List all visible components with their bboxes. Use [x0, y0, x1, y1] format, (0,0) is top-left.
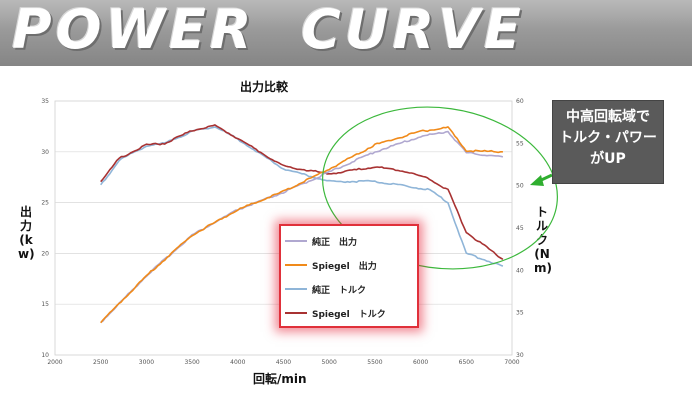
y-right-tick-label: 50 — [516, 183, 524, 190]
callout-line: がUP — [590, 151, 626, 167]
x-tick-label: 2000 — [47, 359, 62, 366]
annotations — [322, 106, 558, 270]
y-left-tick-label: 15 — [41, 301, 49, 308]
chart-title: 出力比較 — [240, 80, 289, 94]
x-axis-label: 回転/min — [253, 372, 307, 386]
x-tick-label: 5500 — [367, 359, 382, 366]
legend-item-stock-torque: 純正 トルク — [285, 282, 366, 296]
banner-title: POWER CURVE — [12, 0, 525, 61]
x-tick-label: 5000 — [322, 359, 337, 366]
x-tick-label: 3500 — [184, 359, 199, 366]
y-right-tick-label: 45 — [516, 225, 524, 232]
x-tick-label: 4500 — [276, 359, 291, 366]
legend-label: Spiegel トルク — [312, 309, 386, 320]
y-axis-left-label: 出力(kw) — [18, 205, 35, 261]
y-right-tick-label: 40 — [516, 267, 524, 274]
legend: 純正 出力 Spiegel 出力 純正 トルク Spiegel トルク — [279, 224, 419, 328]
highlight-ellipse — [322, 106, 558, 270]
arrow-head — [530, 175, 544, 186]
series-line-3 — [100, 124, 504, 260]
legend-label: Spiegel 出力 — [312, 261, 377, 272]
y-right-tick-label: 55 — [516, 140, 524, 147]
y-left-tick-label: 20 — [41, 250, 49, 257]
y-right-tick-label: 35 — [516, 310, 524, 317]
y-left-tick-label: 35 — [41, 98, 49, 105]
legend-label: 純正 トルク — [312, 285, 367, 296]
x-tick-label: 6500 — [459, 359, 474, 366]
y-left-tick-label: 30 — [41, 149, 49, 156]
legend-swatch — [285, 264, 307, 266]
legend-label: 純正 出力 — [312, 237, 358, 248]
legend-swatch — [285, 312, 307, 314]
callout-line: 中高回転域で — [566, 109, 650, 125]
x-tick-label: 3000 — [139, 359, 154, 366]
y-axis-right-label: トルク(Nm) — [534, 205, 552, 275]
series-lines — [100, 124, 504, 324]
legend-swatch — [285, 240, 307, 242]
callout-box: 中高回転域で トルク・パワー がUP — [552, 100, 664, 184]
legend-item-spiegel-torque: Spiegel トルク — [285, 306, 386, 320]
legend-item-stock-power: 純正 出力 — [285, 234, 357, 248]
x-tick-label: 7000 — [504, 359, 519, 366]
y-right-tick-label: 60 — [516, 98, 524, 105]
y-left-tick-label: 10 — [41, 352, 49, 359]
callout-line: トルク・パワー — [559, 130, 657, 146]
legend-item-spiegel-power: Spiegel 出力 — [285, 258, 377, 272]
legend-swatch — [285, 288, 307, 290]
series-line-1 — [100, 126, 503, 324]
y-right-tick-label: 30 — [516, 352, 524, 359]
x-tick-label: 4000 — [230, 359, 245, 366]
x-tick-label: 2500 — [93, 359, 108, 366]
x-tick-label: 6000 — [413, 359, 428, 366]
tick-labels: 10 15 20 25 30 35 30 35 40 45 50 55 60 2000 2500 3000 35… — [41, 98, 523, 366]
banner: POWER CURVE — [0, 0, 692, 66]
y-left-tick-label: 25 — [41, 200, 49, 207]
